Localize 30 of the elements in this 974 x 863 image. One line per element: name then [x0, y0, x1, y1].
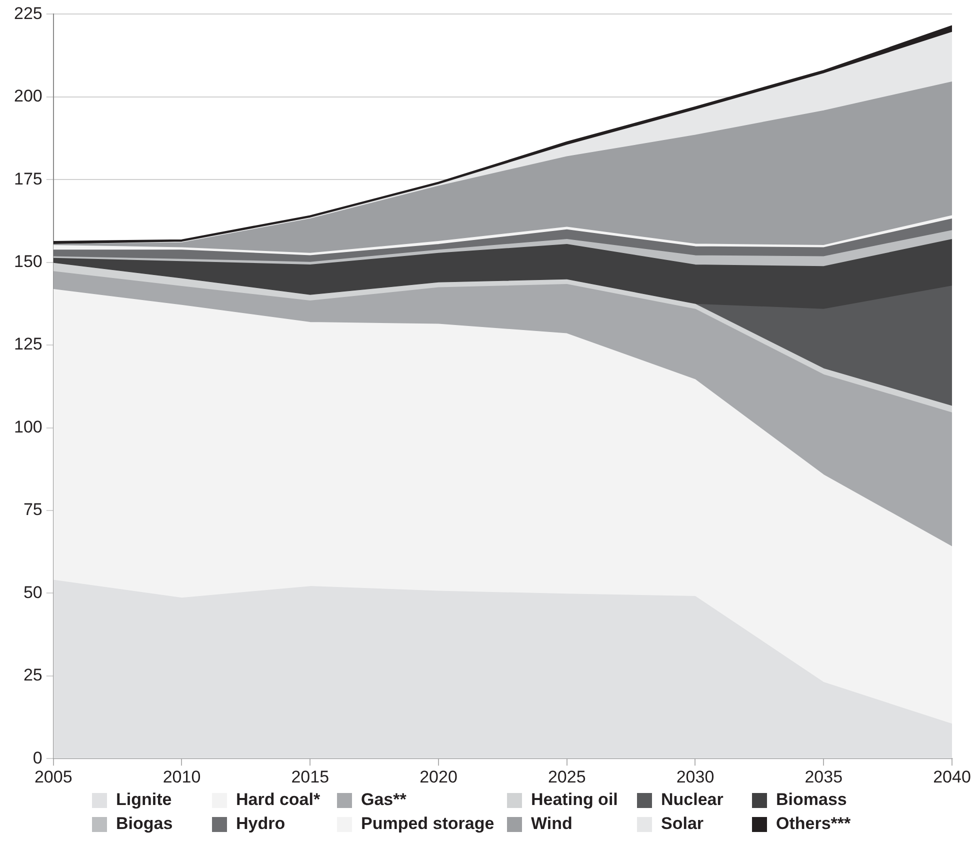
y-tick-label: 0 — [32, 748, 42, 768]
x-tick-label: 2005 — [34, 767, 72, 786]
legend-label: Wind — [531, 814, 572, 834]
x-tick-label: 2025 — [548, 767, 586, 786]
x-tick-label: 2015 — [291, 767, 330, 786]
y-tick-label: 75 — [23, 500, 42, 520]
x-tick-label: 2020 — [420, 767, 458, 786]
x-tick-label: 2035 — [804, 767, 843, 786]
y-tick-label: 150 — [14, 252, 42, 272]
y-tick-label: 25 — [23, 666, 42, 685]
legend-label: Hydro — [236, 814, 286, 834]
x-tick-label: 2010 — [162, 767, 201, 786]
x-tick-label: 2040 — [933, 767, 971, 786]
legend-label: Heating oil — [531, 790, 618, 810]
y-tick-label: 225 — [14, 4, 42, 23]
legend-label: Gas** — [361, 790, 406, 810]
legend-label: Hard coal* — [236, 790, 320, 810]
y-tick-label: 125 — [14, 334, 42, 354]
legend-label: Solar — [661, 814, 704, 834]
legend-label: Biomass — [776, 790, 847, 810]
legend-label: Others*** — [776, 814, 851, 834]
legend-label: Pumped storage — [361, 814, 494, 834]
y-tick-label: 50 — [23, 582, 42, 602]
legend-label: Lignite — [116, 790, 172, 810]
y-tick-label: 175 — [14, 169, 42, 188]
x-tick-label: 2030 — [676, 767, 714, 786]
legend-label: Biogas — [116, 814, 173, 834]
legend-label: Nuclear — [661, 790, 724, 810]
y-tick-label: 100 — [14, 417, 42, 436]
y-tick-label: 200 — [14, 86, 42, 106]
